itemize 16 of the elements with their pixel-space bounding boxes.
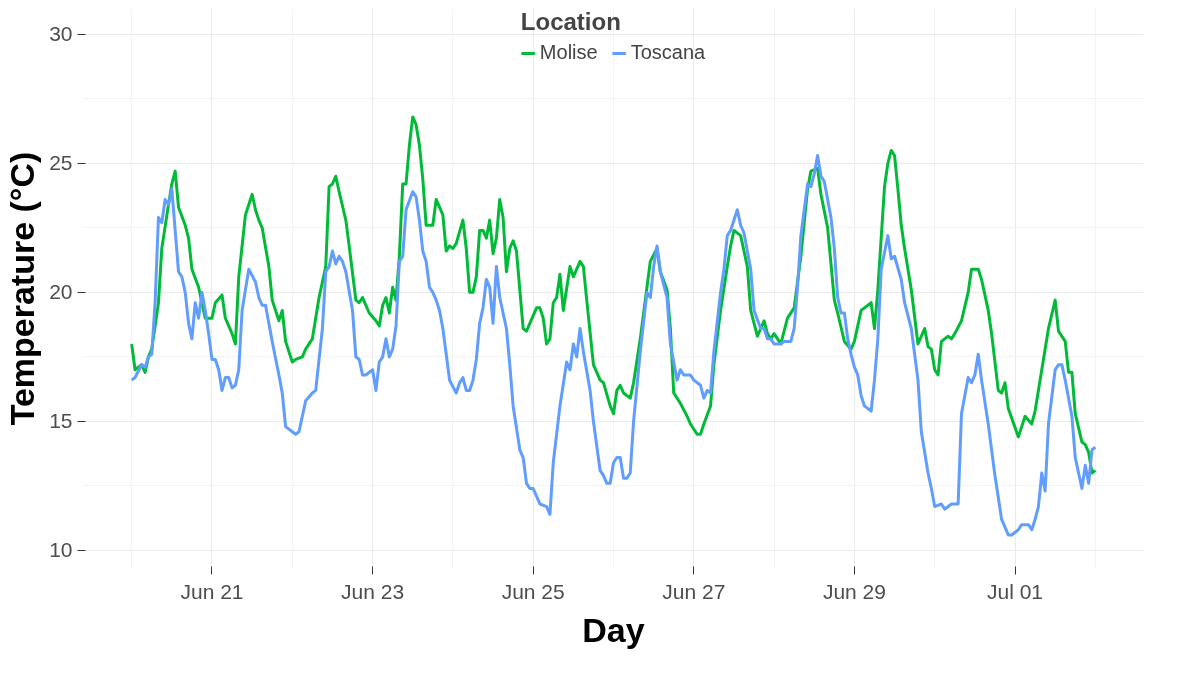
y-tick-label: 10	[49, 538, 73, 562]
x-axis-title: Day	[582, 610, 645, 649]
legend-title: Location	[520, 8, 622, 36]
legend-label: Toscana	[630, 41, 706, 64]
x-tick-label: Jun 25	[501, 579, 565, 603]
x-tick-label: Jun 21	[180, 579, 244, 603]
y-tick-label: 15	[49, 409, 73, 433]
y-tick-label: 20	[49, 280, 73, 304]
x-tick-label: Jun 23	[341, 579, 405, 603]
legend-label: Molise	[539, 41, 598, 64]
x-tick-label: Jun 29	[822, 579, 886, 603]
y-tick-label: 30	[49, 22, 73, 46]
x-tick-label: Jun 27	[662, 579, 726, 603]
y-tick-label: 25	[49, 151, 73, 175]
y-axis-title: Temperature (°C)	[3, 151, 42, 426]
x-tick-label: Jul 01	[987, 579, 1044, 603]
